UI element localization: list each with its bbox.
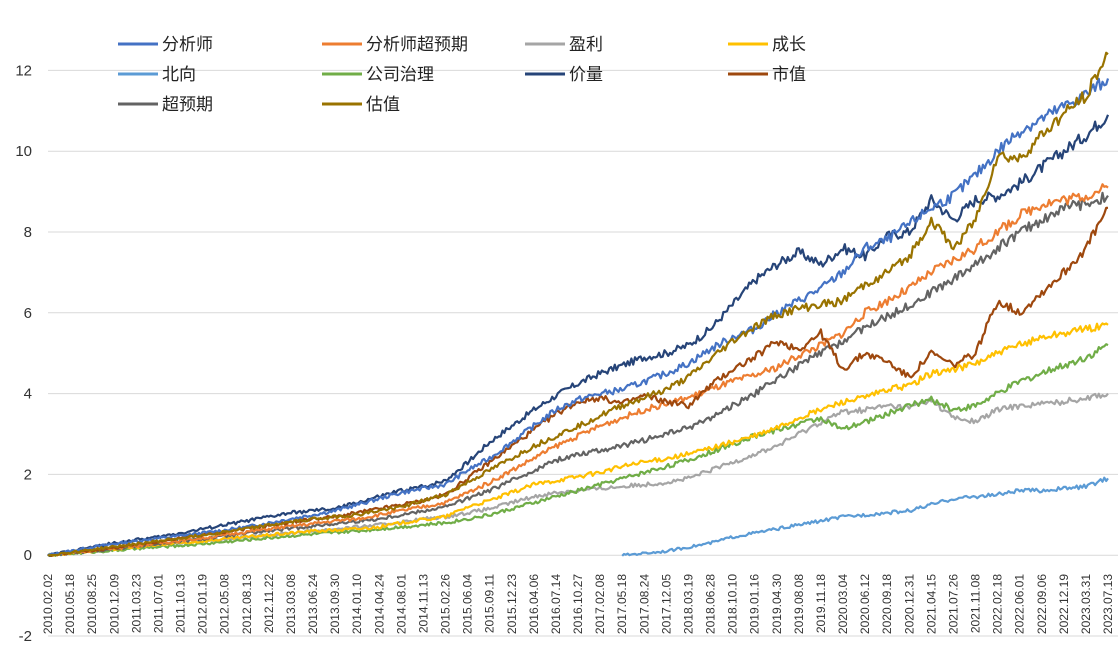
series-lines xyxy=(47,51,1110,557)
x-tick-label: 2022.12.19 xyxy=(1057,574,1071,634)
x-tick-label: 2010.05.18 xyxy=(63,574,77,634)
x-tick-label: 2014.08.01 xyxy=(394,574,408,634)
x-tick-label: 2019.04.30 xyxy=(770,574,784,634)
y-tick-label: 0 xyxy=(24,547,32,564)
x-tick-label: 2022.02.18 xyxy=(991,574,1005,634)
x-tick-label: 2023.03.31 xyxy=(1079,574,1093,634)
x-tick-label: 2015.06.04 xyxy=(461,574,475,634)
series-line-7 xyxy=(47,206,1109,557)
legend-label: 市值 xyxy=(772,65,806,85)
x-tick-label: 2020.12.31 xyxy=(902,574,916,634)
x-tick-label: 2012.08.13 xyxy=(240,574,254,634)
y-tick-label: 2 xyxy=(24,466,32,483)
x-tick-label: 2021.04.15 xyxy=(924,574,938,634)
series-line-4 xyxy=(621,476,1109,557)
legend-label: 价量 xyxy=(569,65,603,85)
y-tick-label: 12 xyxy=(15,62,32,79)
x-tick-label: 2022.06.01 xyxy=(1013,574,1027,634)
x-tick-label: 2016.10.27 xyxy=(571,574,585,634)
x-tick-label: 2013.06.24 xyxy=(306,574,320,634)
series-line-2 xyxy=(47,392,1109,557)
x-tick-label: 2018.03.19 xyxy=(681,574,695,634)
series-line-6 xyxy=(47,114,1110,557)
x-tick-label: 2018.10.10 xyxy=(726,574,740,634)
x-tick-label: 2011.07.01 xyxy=(151,574,165,633)
x-tick-label: 2014.11.13 xyxy=(416,574,430,633)
y-tick-label: 8 xyxy=(24,224,32,241)
legend-label: 北向 xyxy=(162,65,196,85)
x-tick-label: 2015.09.11 xyxy=(483,574,497,633)
x-tick-label: 2021.11.08 xyxy=(969,574,983,633)
x-tick-label: 2020.03.04 xyxy=(836,574,850,634)
x-tick-label: 2013.09.30 xyxy=(328,574,342,634)
x-tick-label: 2010.02.02 xyxy=(41,574,55,634)
series-line-0 xyxy=(47,77,1110,556)
legend-label: 估值 xyxy=(366,95,400,115)
y-tick-label: 10 xyxy=(15,143,32,160)
x-tick-label: 2019.11.18 xyxy=(814,574,828,633)
y-tick-label: 6 xyxy=(24,305,32,322)
x-tick-label: 2019.01.16 xyxy=(748,574,762,634)
x-tick-label: 2010.08.25 xyxy=(85,574,99,634)
x-tick-label: 2018.06.28 xyxy=(704,574,718,634)
x-tick-label: 2023.07.13 xyxy=(1101,574,1115,634)
gridlines xyxy=(48,69,1118,637)
x-tick-label: 2011.10.13 xyxy=(174,574,188,633)
x-tick-label: 2020.06.12 xyxy=(858,574,872,634)
x-tick-label: 2013.03.08 xyxy=(284,574,298,634)
legend-label: 分析师 xyxy=(162,35,213,55)
x-tick-label: 2015.12.23 xyxy=(505,574,519,634)
series-line-3 xyxy=(47,322,1109,557)
x-tick-label: 2012.11.22 xyxy=(262,574,276,633)
legend-label: 公司治理 xyxy=(366,65,434,85)
x-axis: 2010.02.02 2010.05.18 2010.08.25 2010.12.09… xyxy=(41,574,1115,634)
x-tick-label: 2022.09.06 xyxy=(1035,574,1049,634)
x-tick-label: 2017.02.08 xyxy=(593,574,607,634)
x-tick-label: 2016.07.14 xyxy=(549,574,563,634)
x-tick-label: 2016.04.06 xyxy=(527,574,541,634)
x-tick-label: 2015.02.26 xyxy=(439,574,453,634)
x-tick-label: 2021.07.26 xyxy=(946,574,960,634)
x-tick-label: 2017.05.18 xyxy=(615,574,629,634)
x-tick-label: 2019.08.08 xyxy=(792,574,806,634)
legend-label: 超预期 xyxy=(162,95,213,115)
x-tick-label: 2020.09.18 xyxy=(880,574,894,634)
y-axis: -2 0 2 4 6 8 10 12 xyxy=(15,62,32,645)
y-tick-label: 4 xyxy=(24,386,32,403)
x-tick-label: 2017.12.05 xyxy=(659,574,673,634)
x-tick-label: 2010.12.09 xyxy=(107,574,121,634)
y-tick-label: -2 xyxy=(19,628,32,645)
x-tick-label: 2012.05.08 xyxy=(218,574,232,634)
legend-label: 盈利 xyxy=(569,35,603,55)
series-line-1 xyxy=(47,183,1109,557)
x-tick-label: 2014.04.24 xyxy=(372,574,386,634)
x-tick-label: 2017.08.24 xyxy=(637,574,651,634)
series-line-5 xyxy=(47,343,1109,557)
x-tick-label: 2012.01.19 xyxy=(196,574,210,634)
x-tick-label: 2014.01.10 xyxy=(350,574,364,634)
series-line-9 xyxy=(47,51,1109,557)
x-tick-label: 2011.03.23 xyxy=(129,574,143,633)
legend-label: 分析师超预期 xyxy=(366,35,468,55)
legend-label: 成长 xyxy=(772,35,806,55)
